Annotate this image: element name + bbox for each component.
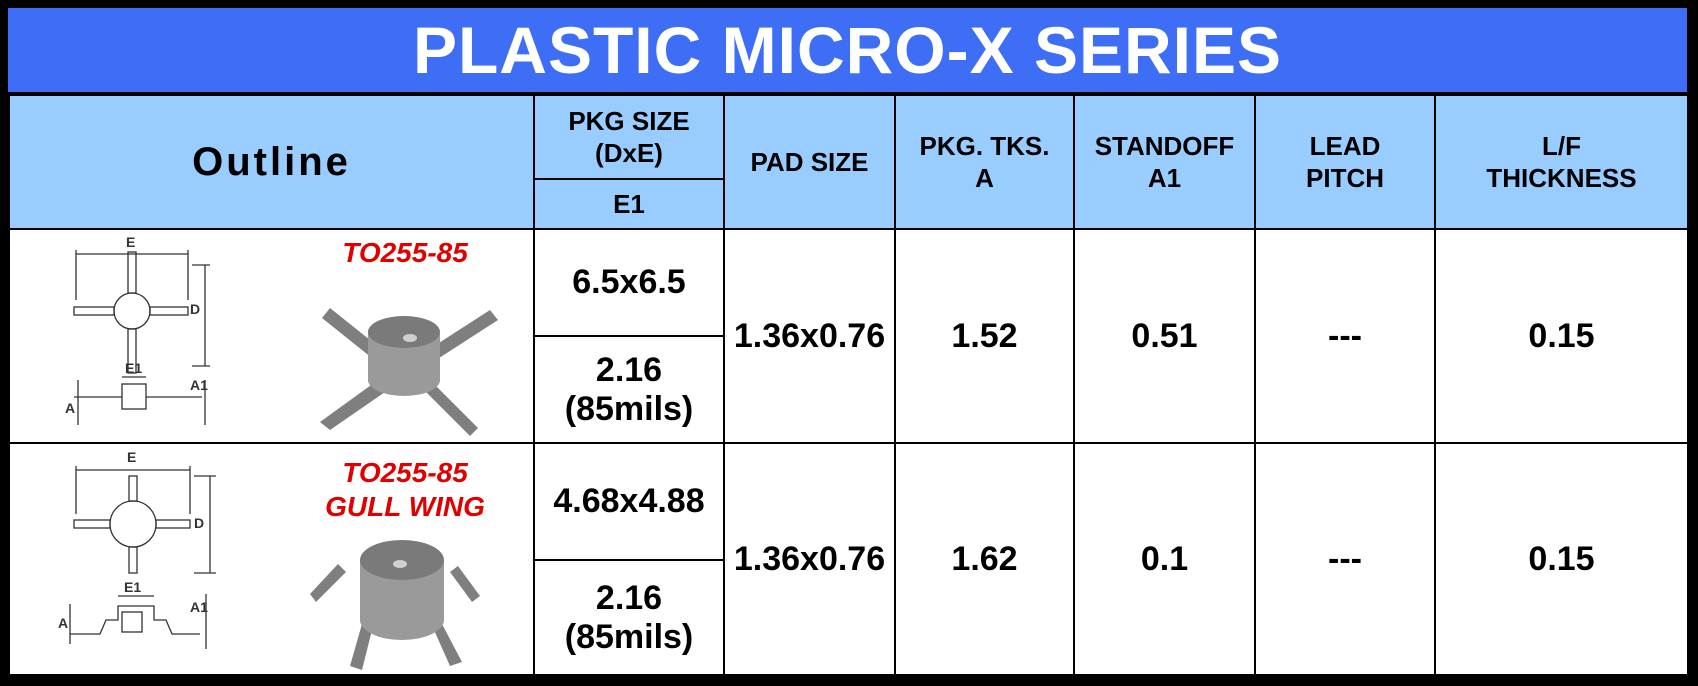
lf-thickness-header-line1: L/F xyxy=(1542,131,1581,161)
dim-d-label: D xyxy=(190,301,200,317)
pkg-size-header: PKG SIZE (DxE) xyxy=(533,94,725,180)
lf-thickness-header-line2: THICKNESS xyxy=(1486,163,1637,193)
table-subrow: 2.16 (85mils) xyxy=(9,335,1688,444)
spec-sheet: PLASTIC MICRO-X SERIES Outline PKG SIZE … xyxy=(6,6,1689,677)
pkg-tks-header-line1: PKG. TKS. xyxy=(919,131,1050,161)
table-row: E D E1 A A1 xyxy=(8,442,1689,676)
pkg-size-cell: 6.5x6.5 xyxy=(533,228,725,337)
lf-thickness-cell: 0.15 xyxy=(1434,228,1689,444)
dim-a1-label: A1 xyxy=(190,599,208,615)
dim-e-label: E xyxy=(126,234,135,250)
header-subrow: E1 xyxy=(9,178,1688,230)
outline-cell: E D E1 A A1 xyxy=(8,442,535,676)
e1-header: E1 xyxy=(533,178,725,230)
pkg-size-header-line2: (DxE) xyxy=(595,138,663,168)
standoff-header: STANDOFF A1 xyxy=(1073,94,1256,230)
table-subrow: 2.16 (85mils) xyxy=(9,559,1688,676)
pkg-tks-header: PKG. TKS. A xyxy=(894,94,1075,230)
pad-size-cell: 1.36x0.76 xyxy=(723,228,896,444)
dim-a1-label: A1 xyxy=(190,377,208,393)
e1-mils: (85mils) xyxy=(564,617,694,656)
pkg-tks-cell: 1.62 xyxy=(894,442,1075,676)
standoff-cell: 0.51 xyxy=(1073,228,1256,444)
lead-pitch-header: LEAD PITCH xyxy=(1254,94,1436,230)
outline-drawing-to255: E D E1 A A1 xyxy=(65,234,498,436)
pkg-size-header-line1: PKG SIZE xyxy=(568,106,690,136)
e1-value: 2.16 xyxy=(595,578,663,617)
package-name: TO255-85 GULL WING xyxy=(300,456,510,524)
lead-pitch-header-line1: LEAD xyxy=(1309,131,1381,161)
dim-e1-label: E1 xyxy=(124,579,141,595)
lf-thickness-header: L/F THICKNESS xyxy=(1434,94,1689,230)
outline-drawing-gull-wing: E D E1 A A1 xyxy=(58,449,480,670)
spec-table: Outline PKG SIZE (DxE) PAD SIZE PKG. TKS… xyxy=(8,94,1689,676)
pkg-tks-header-line2: A xyxy=(975,163,994,193)
standoff-header-line2: A1 xyxy=(1147,163,1182,193)
pkg-tks-cell: 1.52 xyxy=(894,228,1075,444)
dim-e-label: E xyxy=(127,449,136,465)
outline-header: Outline xyxy=(8,94,535,230)
lead-pitch-cell: --- xyxy=(1254,228,1436,444)
lead-pitch-cell: --- xyxy=(1254,442,1436,676)
lead-pitch-header-line2: PITCH xyxy=(1306,163,1384,193)
package-name-line1: TO255-85 xyxy=(342,237,468,268)
header-row: Outline PKG SIZE (DxE) PAD SIZE PKG. TKS… xyxy=(8,94,1689,230)
pad-size-header: PAD SIZE xyxy=(723,94,896,230)
pad-size-cell: 1.36x0.76 xyxy=(723,442,896,676)
package-name-line1: TO255-85 xyxy=(342,457,468,488)
dim-a-label: A xyxy=(58,615,68,631)
pkg-size-cell: 4.68x4.88 xyxy=(533,442,725,561)
e1-value: 2.16 xyxy=(595,350,663,389)
outline-cell: E D E1 A A1 xyxy=(8,228,535,444)
e1-cell: 2.16 (85mils) xyxy=(533,335,725,444)
page-title: PLASTIC MICRO-X SERIES xyxy=(8,8,1687,92)
lf-thickness-cell: 0.15 xyxy=(1434,442,1689,676)
e1-cell: 2.16 (85mils) xyxy=(533,559,725,676)
standoff-cell: 0.1 xyxy=(1073,442,1256,676)
table-row: E D E1 A A1 xyxy=(8,228,1689,444)
e1-mils: (85mils) xyxy=(564,389,694,428)
package-name-line2: GULL WING xyxy=(325,491,485,522)
package-name: TO255-85 xyxy=(310,236,500,270)
dim-d-label: D xyxy=(194,515,204,531)
dim-e1-label: E1 xyxy=(125,360,142,376)
dim-a-label: A xyxy=(65,400,75,416)
standoff-header-line1: STANDOFF xyxy=(1094,131,1235,161)
